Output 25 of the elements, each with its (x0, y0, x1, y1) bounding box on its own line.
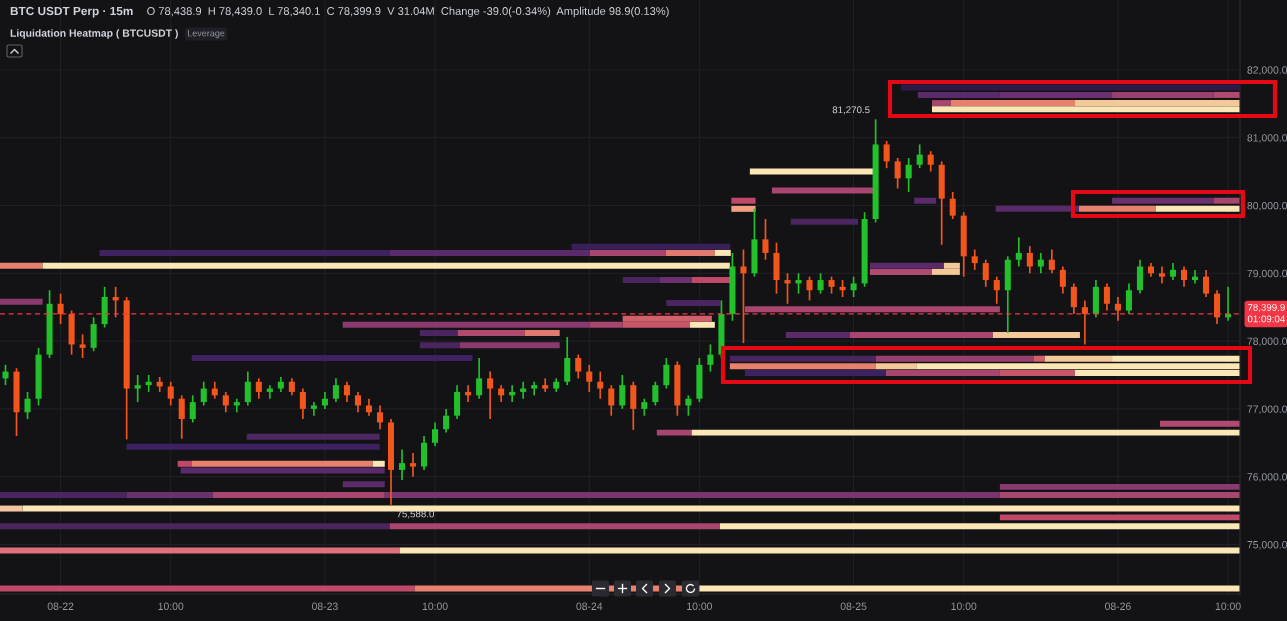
y-tick-label: 80,000.0 (1247, 201, 1287, 211)
x-tick-label: 08-26 (1105, 602, 1131, 610)
y-tick-label: 75,000.0 (1247, 541, 1287, 550)
ref-line-label: 78,399.9 01:09:04 (1247, 303, 1285, 323)
x-tick-label: 10:00 (158, 602, 184, 610)
x-tick-label: 08-25 (840, 602, 867, 610)
y-tick-label: 81,000.0 (1247, 134, 1287, 143)
annotation: Leverage (187, 30, 225, 39)
y-tick-label: 79,000.0 (1247, 269, 1287, 279)
y-tick-label: 77,000.0 (1247, 405, 1287, 414)
x-tick-label: 10:00 (422, 602, 448, 610)
x-tick-label: 08-24 (576, 602, 603, 610)
text: BTC USDT Perp · 15m (10, 6, 133, 18)
x-tick-label: 10:00 (1215, 602, 1241, 610)
x-tick-label: 10:00 (687, 602, 713, 610)
x-tick-label: 08-22 (47, 602, 74, 610)
y-tick-label: 78,000.0 (1247, 337, 1287, 347)
annotation: 75,588.0 (397, 510, 435, 519)
annotation: 81,270.5 (832, 106, 870, 115)
x-tick-label: 08-23 (312, 602, 338, 610)
y-tick-label: 82,000.0 (1247, 66, 1287, 75)
annotation: Liquidation Heatmap ( BTCUSDT ) (10, 29, 178, 39)
x-tick-label: 10:00 (951, 602, 977, 610)
text: O 78,438.9 H 78,439.0 L 78,340.1 C 78,399.9 V 31.04M Change -39.0(-0.34%) Amplitude 98.9(0.13%) (147, 6, 669, 18)
y-tick-label: 76,000.0 (1247, 473, 1287, 482)
